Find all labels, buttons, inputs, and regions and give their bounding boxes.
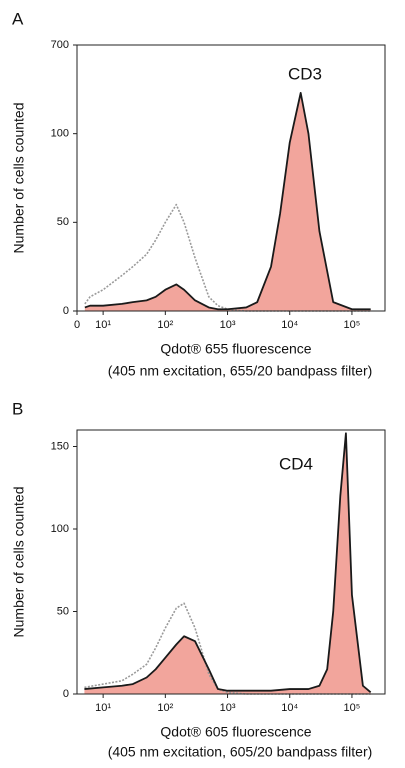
area-fill [84,433,371,694]
plot-frame [76,44,386,312]
panel-label: B [12,399,23,418]
x-tick-label: 10¹ [95,702,111,714]
y-axis-label: Number of cells counted [11,487,27,638]
annotation: CD3 [288,64,322,83]
plot-frame [76,429,386,695]
y-tick-label: 100 [51,128,69,140]
x-tick-label: 10³ [220,319,236,331]
x-tick-label: 10⁵ [344,702,361,714]
x-tick-label: 10⁴ [281,702,298,714]
x-tick-label: 10⁴ [281,319,298,331]
x-tick-label: 10¹ [95,319,111,331]
histogram-line [84,91,371,311]
y-tick-label: 50 [57,216,69,228]
area-fill [84,92,371,311]
x-axis-label: Qdot® 605 fluorescence [160,724,311,740]
x-tick-label: 10² [157,702,173,714]
y-axis-label: Number of cells counted [11,103,27,254]
y-tick-label: 700 [51,39,69,51]
x-axis-note: (405 nm excitation, 605/20 bandpass filt… [108,744,373,760]
x-axis-note: (405 nm excitation, 655/20 bandpass filt… [108,363,373,379]
y-tick-label: 0 [63,305,69,317]
x-tick-label: 10² [157,319,173,331]
y-tick-label: 50 [57,605,69,617]
x-tick-label: 10³ [220,702,236,714]
x-axis-label: Qdot® 655 fluorescence [160,341,311,357]
y-tick-label: 100 [51,523,69,535]
y-tick-label: 0 [63,688,69,700]
y-tick-label: 150 [51,440,69,452]
histogram-line [84,432,372,694]
x-tick-label: 10⁵ [344,319,361,331]
panel-label: A [12,9,24,28]
x-tick-label: 0 [74,319,80,331]
annotation: CD4 [279,454,313,473]
